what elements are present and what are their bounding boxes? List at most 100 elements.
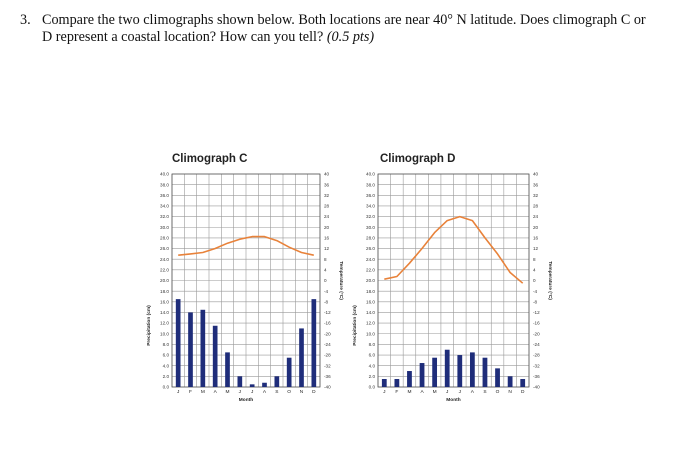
left-tick-label-d: 14.0 xyxy=(366,310,375,315)
left-tick-label-d: 24.0 xyxy=(366,257,375,262)
precip-bar-c xyxy=(299,328,304,387)
month-label-c: O xyxy=(287,389,291,395)
left-tick-label-c: 34.0 xyxy=(160,204,169,209)
question-line-2: D represent a coastal location? How can … xyxy=(42,29,324,45)
left-tick-label-c: 12.0 xyxy=(160,321,169,326)
right-tick-label-d: 36 xyxy=(533,182,539,187)
precip-bar-c xyxy=(249,384,255,387)
precip-bar-c xyxy=(225,352,230,387)
left-tick-label-c: 14.0 xyxy=(160,310,169,315)
right-tick-label-d: 20 xyxy=(533,225,539,230)
month-label-c: J xyxy=(239,389,242,395)
left-tick-label-c: 24.0 xyxy=(160,257,169,262)
right-tick-label-d: -40 xyxy=(533,385,540,390)
right-tick-label-d: 28 xyxy=(533,204,539,209)
right-axis-title-c: Temperature (°C) xyxy=(338,261,344,300)
right-tick-label-c: -12 xyxy=(324,310,331,315)
left-tick-label-c: 4.0 xyxy=(163,363,170,368)
month-label-d: J xyxy=(383,389,386,395)
precip-bar-d xyxy=(407,371,412,387)
left-tick-label-c: 0.0 xyxy=(163,385,170,390)
right-tick-label-c: -36 xyxy=(324,374,331,379)
right-tick-label-d: -16 xyxy=(533,321,540,326)
precip-bar-d xyxy=(419,363,425,387)
month-label-d: M xyxy=(407,389,411,395)
right-tick-label-c: 0 xyxy=(324,278,327,283)
left-tick-label-c: 22.0 xyxy=(160,267,169,272)
month-label-d: D xyxy=(521,389,525,395)
left-tick-label-d: 0.0 xyxy=(369,385,376,390)
precip-bar-d xyxy=(432,357,438,387)
left-tick-label-c: 2.0 xyxy=(163,374,170,379)
right-tick-label-d: -12 xyxy=(533,310,540,315)
left-tick-label-d: 8.0 xyxy=(369,342,376,347)
right-tick-label-d: -8 xyxy=(533,299,538,304)
right-tick-label-c: 36 xyxy=(324,182,330,187)
right-tick-label-d: 12 xyxy=(533,246,539,251)
right-tick-label-d: 0 xyxy=(533,278,536,283)
right-tick-label-c: -16 xyxy=(324,321,331,326)
precip-bar-c xyxy=(188,312,193,387)
left-tick-label-c: 20.0 xyxy=(160,278,169,283)
month-label-c: N xyxy=(300,389,304,395)
right-tick-label-c: 32 xyxy=(324,193,330,198)
left-tick-label-d: 4.0 xyxy=(369,363,376,368)
precip-bar-d xyxy=(394,379,400,387)
month-label-c: J xyxy=(251,389,254,395)
left-tick-label-d: 30.0 xyxy=(366,225,375,230)
left-tick-label-d: 12.0 xyxy=(366,321,375,326)
month-label-c: M xyxy=(226,389,230,395)
temperature-line-c xyxy=(178,235,314,256)
precip-bar-d xyxy=(507,376,513,387)
left-tick-label-c: 16.0 xyxy=(160,299,169,304)
left-tick-label-d: 38.0 xyxy=(366,182,375,187)
left-tick-label-d: 34.0 xyxy=(366,204,375,209)
right-tick-label-c: 12 xyxy=(324,246,330,251)
left-tick-label-c: 30.0 xyxy=(160,225,169,230)
precip-bar-d xyxy=(482,357,488,387)
right-tick-label-d: -36 xyxy=(533,374,540,379)
right-tick-label-d: 32 xyxy=(533,193,539,198)
question-points: (0.5 pts) xyxy=(326,29,375,45)
precip-bar-c xyxy=(262,382,267,387)
right-tick-label-c: -24 xyxy=(324,342,331,347)
right-tick-label-c: 4 xyxy=(324,267,327,272)
right-tick-label-d: -24 xyxy=(533,342,540,347)
precip-bar-d xyxy=(495,368,500,387)
precip-bar-c xyxy=(274,376,280,387)
left-tick-label-c: 28.0 xyxy=(160,236,169,241)
right-tick-label-c: -32 xyxy=(324,363,331,368)
left-tick-label-d: 18.0 xyxy=(366,289,375,294)
month-label-d: M xyxy=(433,389,437,395)
left-tick-label-d: 6.0 xyxy=(369,353,376,358)
right-tick-label-d: 24 xyxy=(533,214,539,219)
left-tick-label-c: 8.0 xyxy=(163,342,170,347)
right-tick-label-c: 40 xyxy=(324,172,330,177)
right-tick-label-c: 8 xyxy=(324,257,327,262)
right-tick-label-d: 40 xyxy=(533,172,539,177)
month-label-d: A xyxy=(471,389,475,395)
plot-frame-c xyxy=(171,173,321,388)
right-tick-label-c: -8 xyxy=(324,299,329,304)
left-tick-label-d: 28.0 xyxy=(366,236,375,241)
right-tick-label-c: 16 xyxy=(324,236,330,241)
precip-bar-d xyxy=(520,379,526,387)
question-line-1: Compare the two climographs shown below.… xyxy=(42,12,646,28)
right-tick-label-d: -20 xyxy=(533,331,540,336)
x-axis-title-d: Month xyxy=(446,397,460,403)
month-label-c: A xyxy=(263,389,267,395)
precip-bar-c xyxy=(286,357,292,387)
month-label-c: M xyxy=(201,389,205,395)
precip-bar-d xyxy=(469,352,475,387)
right-tick-label-d: -32 xyxy=(533,363,540,368)
right-tick-label-c: -20 xyxy=(324,331,331,336)
question-text: 3. Compare the two climographs shown belo… xyxy=(20,12,690,46)
precip-bar-c xyxy=(200,309,206,387)
left-tick-label-d: 26.0 xyxy=(366,246,375,251)
chart-title-d: Climograph D xyxy=(380,153,456,165)
right-tick-label-d: -28 xyxy=(533,353,540,358)
right-axis-title-d: Temperature (°C) xyxy=(547,261,553,300)
month-label-c: J xyxy=(177,389,180,395)
month-label-d: A xyxy=(420,389,424,395)
right-tick-label-d: 4 xyxy=(533,267,536,272)
